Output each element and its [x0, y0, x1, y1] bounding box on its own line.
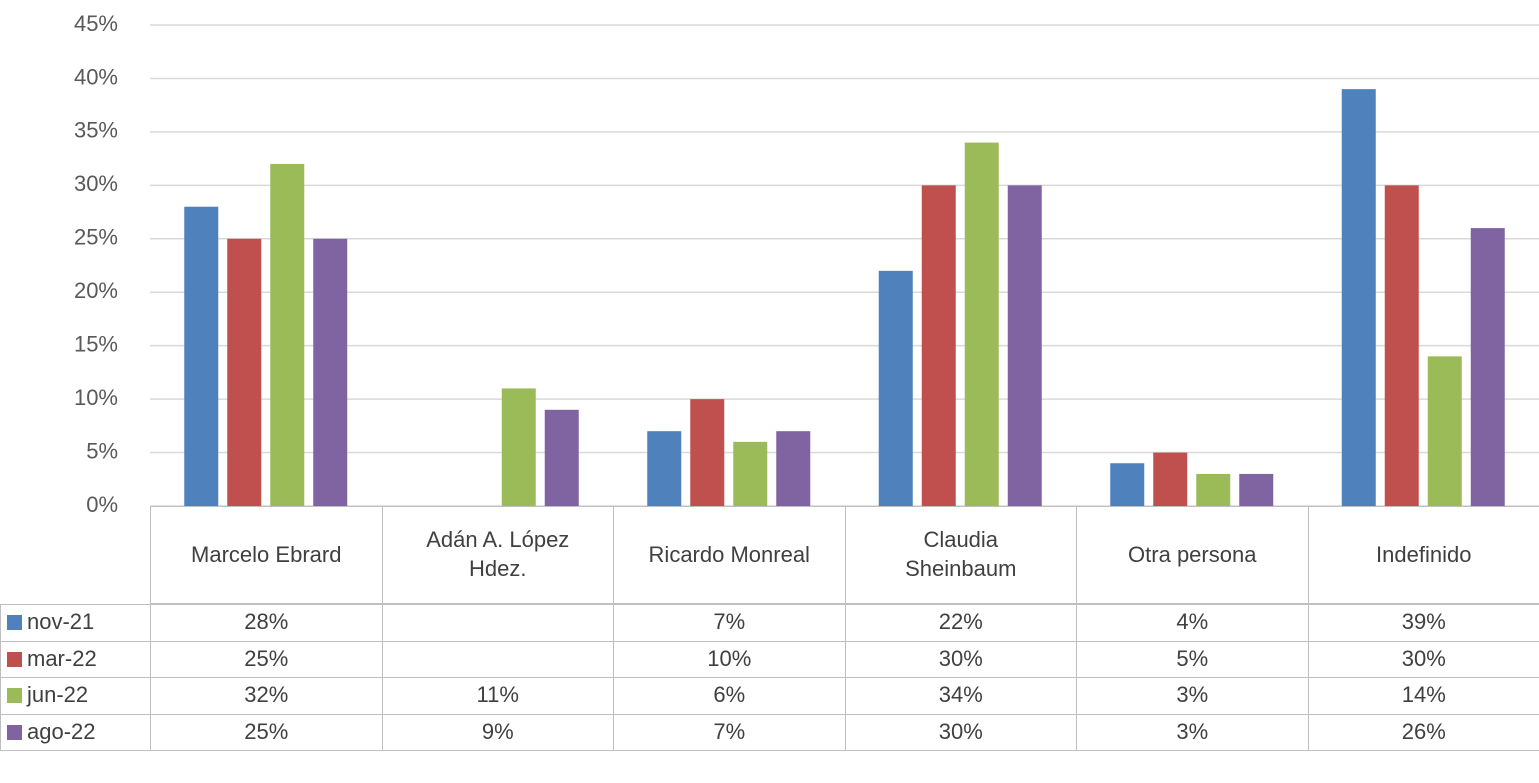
- bar: [776, 431, 811, 506]
- bar: [878, 270, 913, 506]
- bar: [1427, 356, 1462, 506]
- bar: [690, 399, 725, 506]
- table-cell: 5%: [1076, 640, 1309, 678]
- value-label: 14%: [1401, 682, 1446, 708]
- category-label: Adán A. López Hdez.: [381, 506, 614, 604]
- bar: [1470, 228, 1505, 507]
- y-tick-label: 40%: [74, 64, 118, 89]
- bar: [1153, 452, 1188, 506]
- bar: [501, 388, 536, 506]
- table-cell: 34%: [844, 677, 1077, 715]
- bar: [647, 431, 682, 506]
- y-tick-label: 30%: [74, 171, 118, 196]
- legend-swatch: [7, 724, 22, 740]
- bar: [1196, 473, 1231, 506]
- legend-label: jun-22: [27, 682, 89, 708]
- value-label: 9%: [481, 718, 514, 744]
- table-cell: 28%: [150, 604, 383, 642]
- value-label: 3%: [1176, 718, 1209, 744]
- y-tick-label: 5%: [86, 438, 118, 463]
- bar: [313, 238, 348, 506]
- table-cell: 39%: [1307, 604, 1539, 642]
- value-label: 34%: [938, 682, 983, 708]
- category-label: Otra persona: [1076, 506, 1309, 604]
- value-label: 5%: [1176, 645, 1209, 671]
- legend-label: ago-22: [27, 718, 96, 744]
- legend-swatch: [7, 688, 22, 704]
- bar: [544, 409, 579, 506]
- table-cell: 11%: [381, 677, 614, 715]
- y-tick-label: 20%: [74, 278, 118, 303]
- value-label: 25%: [244, 645, 289, 671]
- table-cell: 30%: [1307, 640, 1539, 678]
- bar: [964, 142, 999, 507]
- table-cell: 26%: [1307, 713, 1539, 751]
- y-tick-label: 0%: [86, 492, 118, 517]
- table-cell: 32%: [150, 677, 383, 715]
- legend-entry: jun-22: [0, 677, 151, 715]
- value-label: 30%: [1401, 645, 1446, 671]
- legend-entry: mar-22: [0, 640, 151, 678]
- legend-swatch: [7, 651, 22, 667]
- table-cell: [381, 604, 614, 642]
- value-label: 30%: [938, 718, 983, 744]
- value-label: 30%: [938, 645, 983, 671]
- category-label: Claudia Sheinbaum: [844, 506, 1077, 604]
- bar: [227, 238, 262, 506]
- table-cell: 30%: [844, 713, 1077, 751]
- bar: [270, 163, 305, 506]
- table-cell: 25%: [150, 713, 383, 751]
- value-label: 4%: [1176, 609, 1209, 635]
- legend-entry: nov-21: [0, 604, 151, 642]
- category-label: Marcelo Ebrard: [150, 506, 383, 604]
- y-tick-label: 45%: [74, 11, 118, 36]
- value-label: 11%: [476, 682, 519, 708]
- value-label: 22%: [938, 609, 983, 635]
- bar: [1239, 473, 1274, 506]
- bar: [1110, 463, 1145, 506]
- table-cell: 3%: [1076, 713, 1309, 751]
- value-label: 39%: [1401, 609, 1446, 635]
- bar: [1384, 185, 1419, 507]
- bar: [921, 185, 956, 507]
- table-cell: 22%: [844, 604, 1077, 642]
- table-cell: 4%: [1076, 604, 1309, 642]
- value-label: 10%: [707, 645, 752, 671]
- y-tick-label: 25%: [74, 225, 118, 250]
- value-label: 7%: [713, 718, 746, 744]
- y-tick-label: 10%: [74, 385, 118, 410]
- table-cell: 9%: [381, 713, 614, 751]
- bar: [184, 206, 219, 506]
- table-cell: 10%: [613, 640, 846, 678]
- bar: [733, 441, 768, 506]
- category-label: Indefinido: [1307, 506, 1539, 604]
- legend-entry: ago-22: [0, 713, 151, 751]
- legend-swatch: [7, 615, 22, 631]
- y-tick-label: 15%: [74, 331, 118, 356]
- table-cell: 7%: [613, 713, 846, 751]
- table-cell: 25%: [150, 640, 383, 678]
- value-label: 32%: [244, 682, 289, 708]
- value-label: 3%: [1176, 682, 1209, 708]
- table-cell: 6%: [613, 677, 846, 715]
- table-cell: [381, 640, 614, 678]
- bar: [1341, 89, 1376, 506]
- table-cell: 14%: [1307, 677, 1539, 715]
- table-cell: 3%: [1076, 677, 1309, 715]
- legend-label: mar-22: [27, 645, 97, 671]
- category-label: Ricardo Monreal: [613, 506, 846, 604]
- value-label: 6%: [713, 682, 746, 708]
- bar: [1007, 185, 1042, 507]
- table-cell: 7%: [613, 604, 846, 642]
- table-cell: 30%: [844, 640, 1077, 678]
- value-label: 26%: [1401, 718, 1446, 744]
- value-label: 25%: [244, 718, 289, 744]
- y-tick-label: 35%: [74, 118, 118, 143]
- legend-label: nov-21: [27, 609, 95, 635]
- value-label: 28%: [244, 609, 289, 635]
- value-label: 7%: [713, 609, 746, 635]
